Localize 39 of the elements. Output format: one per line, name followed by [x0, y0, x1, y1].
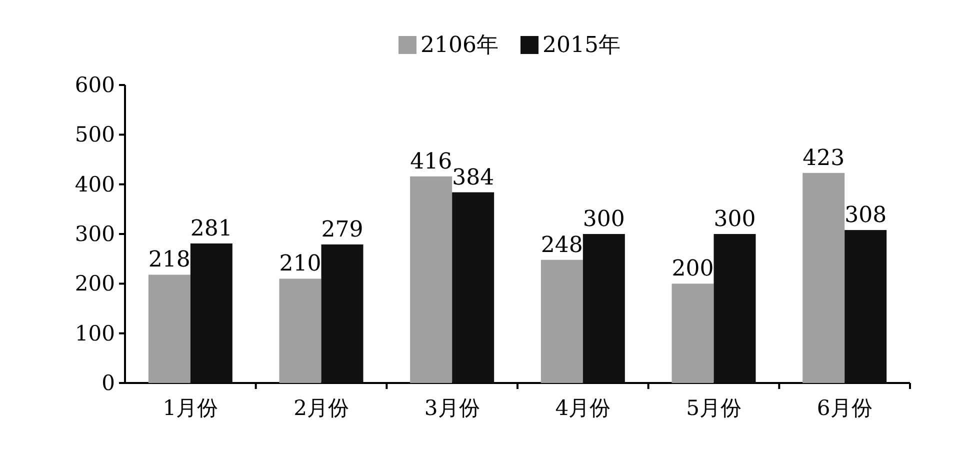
y-tick-label: 0: [102, 371, 115, 395]
bar: [321, 244, 364, 383]
y-tick-label: 500: [74, 122, 115, 147]
data-label: 416: [410, 149, 452, 174]
y-tick-label: 400: [74, 172, 115, 196]
x-tick-label: 4月份: [555, 396, 611, 420]
data-label: 308: [844, 203, 887, 228]
bar: [672, 284, 714, 383]
data-label: 279: [321, 217, 364, 242]
bar: [452, 192, 494, 383]
legend-label: 2106年: [420, 33, 498, 58]
y-tick-label: 200: [74, 272, 115, 296]
data-label: 281: [190, 216, 232, 242]
x-tick-label: 1月份: [162, 396, 218, 420]
y-tick-label: 300: [74, 222, 115, 246]
data-label: 210: [279, 252, 322, 277]
bar: [410, 176, 452, 383]
data-label: 300: [582, 207, 625, 232]
bar: [844, 230, 887, 383]
x-tick-label: 2月份: [294, 396, 349, 420]
data-label: 218: [148, 248, 190, 273]
x-tick-label: 5月份: [686, 396, 742, 420]
x-tick-label: 3月份: [424, 396, 480, 420]
data-label: 384: [452, 165, 494, 190]
x-tick-label: 6月份: [816, 396, 872, 420]
data-label: 300: [714, 207, 756, 232]
data-label: 423: [802, 146, 845, 171]
data-label: 248: [540, 232, 583, 258]
bar: [802, 172, 845, 383]
y-tick-label: 600: [74, 73, 115, 97]
bar: [190, 243, 232, 383]
bar: [540, 260, 583, 383]
bar: [714, 234, 756, 383]
bar: [279, 278, 322, 383]
y-tick-label: 100: [74, 321, 115, 346]
bar: [148, 274, 190, 383]
data-label: 200: [672, 256, 714, 282]
legend-label: 2015年: [542, 33, 620, 58]
bar: [582, 234, 625, 383]
